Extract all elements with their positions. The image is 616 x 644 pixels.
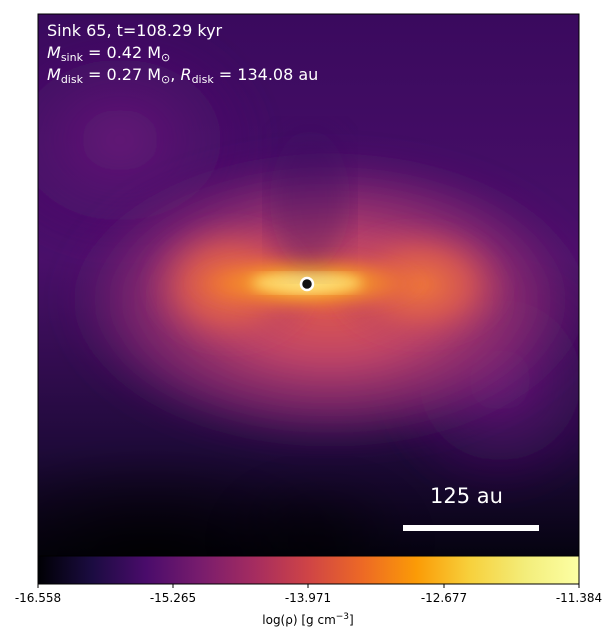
density-panel bbox=[38, 14, 579, 556]
colorbar bbox=[37, 555, 580, 585]
colorbar-tick-label: -15.265 bbox=[149, 591, 197, 605]
scale-bar bbox=[403, 525, 539, 531]
colorbar-tick-label: -12.677 bbox=[420, 591, 468, 605]
sink-time-label: Sink 65, t=108.29 kyr bbox=[47, 21, 223, 40]
colorbar-tick-label: -16.558 bbox=[14, 591, 62, 605]
disk-properties-label: Mdisk = 0.27 M⊙, Rdisk = 134.08 au bbox=[47, 65, 319, 86]
sink-marker-icon bbox=[299, 276, 315, 292]
colorbar-label: log(ρ) [g cm−3] bbox=[262, 612, 354, 627]
colorbar-tick-label: -13.971 bbox=[284, 591, 332, 605]
colorbar-tick-label: -11.384 bbox=[555, 591, 603, 605]
scale-bar-label: 125 au bbox=[430, 484, 503, 508]
colorbar-ticks bbox=[37, 584, 580, 588]
sink-mass-label: Msink = 0.42 M⊙ bbox=[47, 43, 171, 64]
